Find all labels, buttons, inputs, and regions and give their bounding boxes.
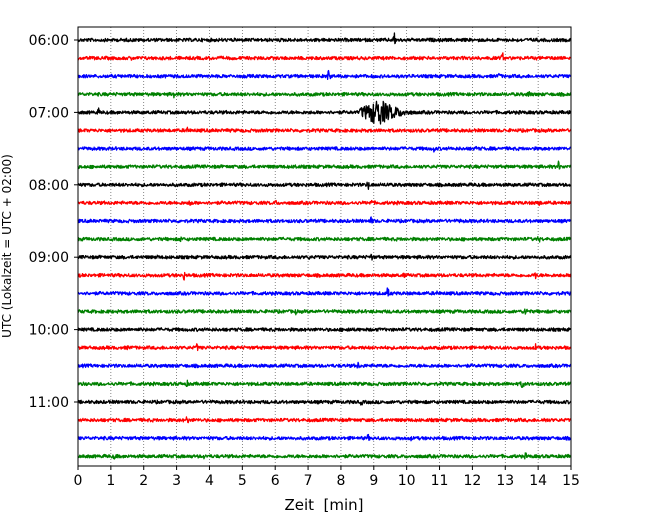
seismogram-trace [77,361,572,369]
seismogram-trace [77,399,572,406]
seismogram-trace [77,416,572,424]
seismogram-trace [77,327,572,333]
seismogram-trace [77,160,572,170]
seismogram-trace [77,236,572,243]
x-tick-label: 7 [304,473,313,489]
seismogram-trace [77,100,572,125]
x-tick-label: 6 [271,473,280,489]
y-tick-label: 06:00 [29,33,69,49]
seismogram-trace [77,433,572,442]
seismogram-trace [77,343,572,352]
seismogram-trace [77,181,572,190]
x-tick-label: 11 [431,473,449,489]
seismogram-trace [77,145,572,153]
x-tick-label: 13 [496,473,514,489]
y-tick-label: 09:00 [29,250,69,266]
x-tick-label: 12 [463,473,481,489]
x-axis-label: Zeit [min] [284,496,363,514]
seismogram-trace [77,52,572,61]
x-tick-label: 1 [106,473,115,489]
seismogram-trace [77,90,572,99]
seismogram-trace [77,452,572,460]
seismogram-trace [77,199,572,207]
seismogram-trace [77,216,572,224]
x-tick-label: 9 [369,473,378,489]
y-axis-label: UTC (Lokalzeit = UTC + 02:00) [0,154,14,338]
seismogram-trace [77,308,572,316]
x-tick-label: 3 [172,473,181,489]
x-tick-label: 4 [205,473,214,489]
x-tick-label: 5 [238,473,247,489]
x-tick-label: 14 [529,473,547,489]
x-tick-label: 0 [74,473,83,489]
y-axis-ticks: 06:00 07:00 08:00 09:00 10:00 11:00 [29,33,78,411]
x-tick-label: 15 [562,473,580,489]
y-tick-label: 08:00 [29,178,69,194]
trace-group [77,32,572,460]
y-tick-label: 11:00 [29,395,69,411]
y-tick-label: 10:00 [29,323,69,339]
y-tick-label: 07:00 [29,105,69,121]
seismogram-trace [77,271,572,281]
x-axis-ticks: 0 1 2 3 4 5 6 7 8 9 10 11 12 13 14 15 [74,466,580,489]
seismogram-trace [77,379,572,388]
x-tick-label: 8 [336,473,345,489]
x-tick-label: 10 [398,473,416,489]
seismogram-trace [77,287,572,297]
x-tick-label: 2 [139,473,148,489]
seismogram-trace [77,253,572,261]
seismogram-trace [77,126,572,133]
seismogram-trace [77,69,572,81]
vertical-grid [110,27,539,466]
plot-frame [77,26,572,467]
seismogram-trace [77,32,572,45]
